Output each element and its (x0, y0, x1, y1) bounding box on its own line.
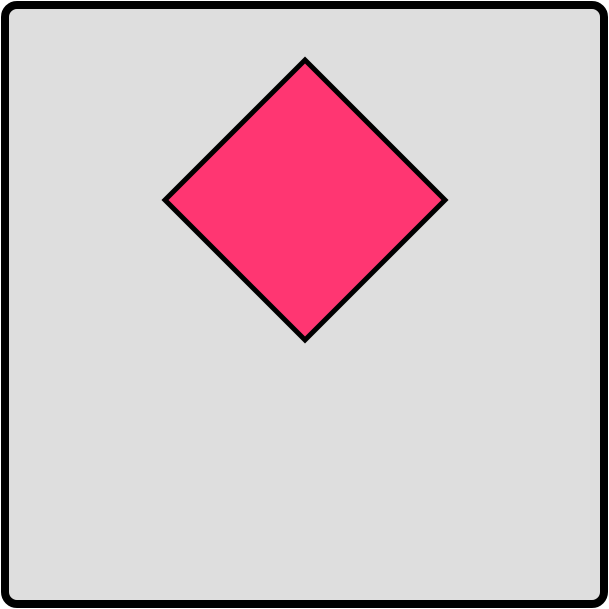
pink-diamond (161, 56, 449, 344)
